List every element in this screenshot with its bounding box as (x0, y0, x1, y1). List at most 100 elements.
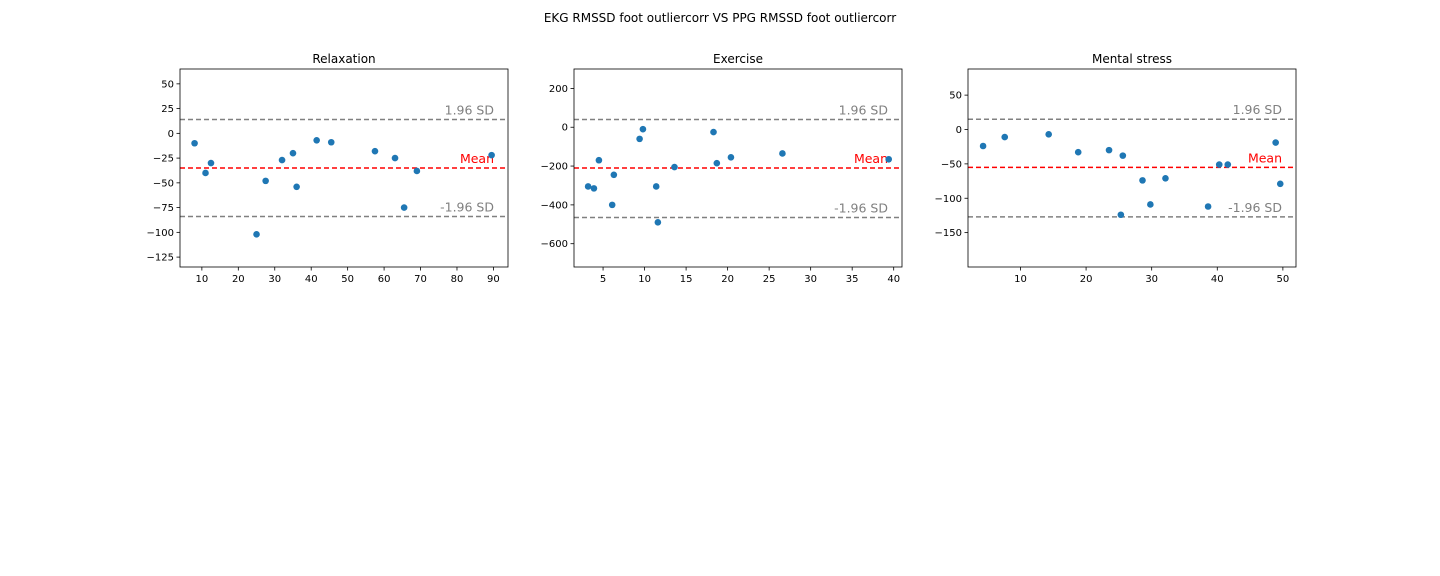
data-point (313, 136, 320, 144)
x-tick-label: 20 (721, 274, 734, 285)
y-tick-label: −200 (541, 162, 568, 173)
data-point (202, 169, 209, 177)
subplot-title: Exercise (713, 52, 763, 66)
x-tick-label: 80 (451, 274, 464, 285)
data-point (671, 163, 678, 171)
subplot-1: Relaxation 1.96 SD Mean -1.96 SD 10 20 30 40 50 6… (147, 52, 509, 285)
data-point (710, 128, 717, 136)
data-point (713, 159, 721, 167)
data-point (289, 149, 297, 157)
y-tick-label: −50 (153, 178, 174, 189)
lower-sd-label: -1.96 SD (834, 201, 888, 216)
y-tick-label: 0 (168, 129, 174, 140)
data-point (191, 139, 198, 147)
y-tick-label: 50 (949, 91, 962, 102)
x-tick-label: 20 (232, 274, 245, 285)
y-tick-label: −150 (935, 228, 962, 239)
x-tick-label: 30 (804, 274, 817, 285)
figure-suptitle: EKG RMSSD foot outliercorr VS PPG RMSSD … (544, 11, 896, 25)
data-point (207, 159, 215, 167)
y-tick-label: −400 (541, 200, 568, 211)
x-tick-label: 50 (341, 274, 354, 285)
data-point (400, 204, 408, 211)
x-tick-label: 20 (1080, 274, 1093, 285)
x-tick-label: 30 (268, 274, 281, 285)
upper-sd-label: 1.96 SD (839, 102, 888, 117)
upper-sd-label: 1.96 SD (445, 102, 494, 117)
subplot-2: Exercise 1.96 SD Mean -1.96 SD 5 10 15 20 25 30 35… (541, 52, 903, 285)
data-point (262, 177, 269, 185)
data-point (584, 183, 592, 190)
data-point (610, 171, 618, 179)
x-tick-label: 50 (1277, 274, 1290, 285)
y-tick-label: −600 (541, 239, 568, 250)
y-tick-label: −125 (147, 253, 174, 264)
data-point (654, 219, 662, 226)
lower-sd-label: -1.96 SD (440, 200, 494, 215)
data-point (590, 185, 598, 192)
axes-frame (573, 68, 903, 268)
data-point (639, 125, 647, 133)
data-point (488, 151, 495, 159)
x-tick-label: 40 (1211, 274, 1224, 285)
data-point (652, 183, 660, 190)
lower-sd-label: -1.96 SD (1228, 200, 1282, 215)
x-tick-label: 40 (305, 274, 318, 285)
x-tick-label: 40 (887, 274, 900, 285)
data-point (327, 138, 335, 146)
data-point (391, 154, 399, 162)
mean-label: Mean (460, 151, 494, 166)
mean-label: Mean (854, 151, 888, 166)
data-point (979, 142, 987, 150)
y-tick-label: −100 (147, 228, 174, 239)
data-point (885, 155, 893, 163)
data-point (1162, 175, 1169, 182)
y-tick-label: 0 (956, 125, 962, 136)
data-point (727, 154, 735, 161)
data-point (253, 231, 260, 238)
data-point (278, 156, 286, 164)
y-tick-label: 25 (161, 104, 174, 115)
y-tick-label: −100 (935, 194, 962, 205)
data-point (1001, 133, 1009, 141)
subplot-3: Mental stress 1.96 SD Mean -1.96 SD 10 20 30 40… (935, 52, 1297, 285)
data-point (1117, 211, 1125, 219)
data-point (1272, 139, 1279, 146)
x-tick-label: 90 (487, 274, 500, 285)
data-point (595, 156, 603, 164)
axes-frame (179, 68, 509, 268)
y-tick-label: 0 (562, 123, 568, 134)
x-tick-label: 10 (1014, 274, 1027, 285)
upper-sd-label: 1.96 SD (1233, 102, 1282, 117)
data-point (1224, 161, 1232, 168)
data-point (413, 167, 421, 175)
data-point (1215, 161, 1223, 168)
y-tick-label: 200 (549, 84, 568, 95)
data-point (1276, 180, 1284, 188)
data-point (779, 150, 786, 157)
x-tick-label: 60 (378, 274, 391, 285)
data-point (371, 147, 379, 155)
data-point (636, 135, 643, 143)
data-point (1204, 203, 1212, 210)
x-tick-label: 15 (680, 274, 693, 285)
subplot-title: Relaxation (312, 52, 375, 66)
data-point (1119, 152, 1127, 159)
data-point (1074, 148, 1082, 156)
data-point (293, 183, 300, 191)
data-point (608, 201, 616, 209)
axes-frame (967, 68, 1297, 268)
data-point (1045, 131, 1052, 138)
mean-label: Mean (1248, 150, 1282, 165)
x-tick-label: 5 (600, 274, 606, 285)
x-tick-label: 25 (763, 274, 776, 285)
x-tick-label: 10 (638, 274, 651, 285)
y-tick-label: −25 (153, 154, 174, 165)
y-tick-label: −75 (153, 203, 174, 214)
y-tick-label: 50 (161, 79, 174, 90)
x-tick-label: 70 (414, 274, 427, 285)
y-tick-label: −50 (941, 159, 962, 170)
subplot-title: Mental stress (1092, 52, 1172, 66)
